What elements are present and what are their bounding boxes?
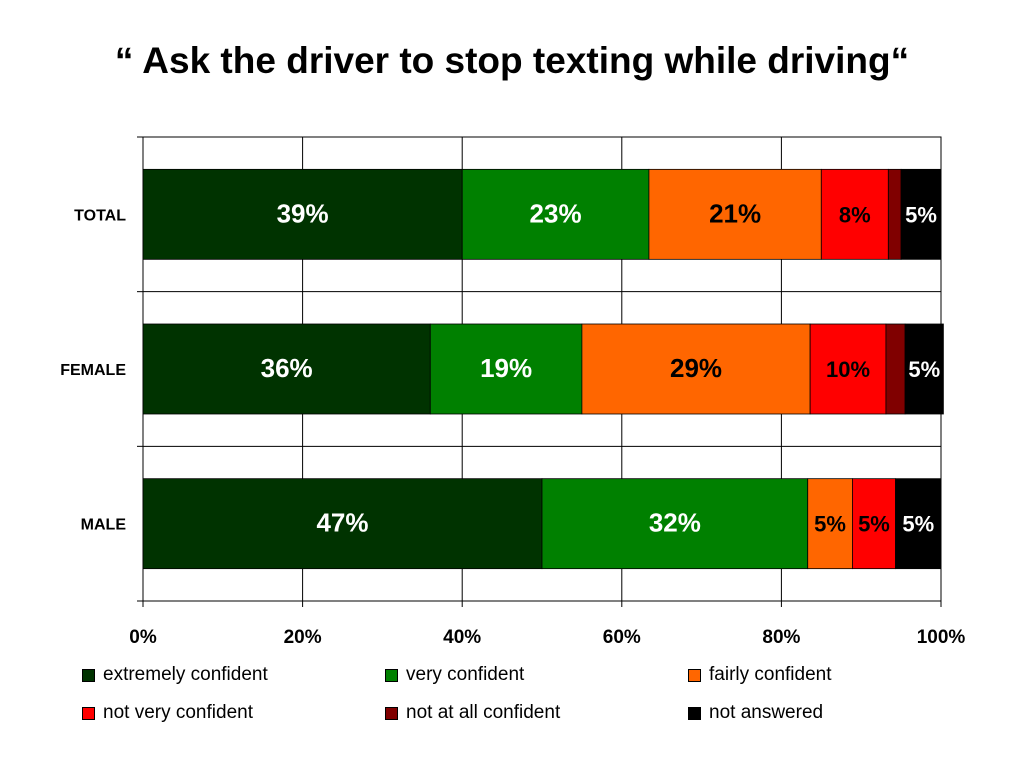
category-label: FEMALE [60,362,126,379]
bar-segment [904,323,944,415]
bar-segment [852,478,896,570]
bar-segment [887,168,902,260]
bar-segment [820,168,889,260]
legend-label: not answered [709,702,824,723]
bar-segment [885,323,906,415]
legend-swatch [688,668,701,682]
bar-value-label: 5% [908,357,940,382]
bar-value-label: 10% [826,357,870,382]
x-tick-label: 80% [762,627,800,648]
legend-swatch [82,706,95,720]
chart-title: “ Ask the driver to stop texting while d… [114,40,910,81]
x-tick-label: 40% [443,627,481,648]
legend-swatch [82,668,95,682]
x-tick-label: 20% [284,627,322,648]
x-tick-label: 0% [129,627,157,648]
legend-item: extremely confident [82,664,385,686]
legend-item: not very confident [82,702,385,724]
legend-label: very confident [406,664,525,685]
legend-label: fairly confident [709,664,832,685]
bar-value-label: 5% [905,202,937,227]
bar-value-label: 19% [480,353,532,383]
bar-segment [541,478,809,570]
stacked-bar-chart: 39% 23% 21% 8% 5% TOTAL 36% 19% 29% 10% 5% FEMALE 47… [60,136,966,648]
bar-value-label: 5% [814,512,846,537]
bar-value-label: 32% [649,508,701,538]
bar-segment [648,168,822,260]
bar-value-label: 5% [858,512,890,537]
bar-value-label: 36% [261,353,313,383]
bar-value-label: 47% [316,508,368,538]
bar-segment [581,323,811,415]
bar-segment [142,168,463,260]
legend-item: fairly confident [688,664,982,686]
chart-legend: extremely confident very confident fairly … [82,664,982,724]
category-label: TOTAL [74,207,126,224]
legend-label: not very confident [103,702,253,723]
legend-swatch [688,706,701,720]
bar-segment [429,323,583,415]
legend-swatch [385,668,398,682]
bar-segment [142,478,543,570]
bar-value-label: 5% [902,512,934,537]
legend-label: extremely confident [103,664,268,685]
x-tick-label: 60% [603,627,641,648]
legend-item: not answered [688,702,982,724]
legend-label: not at all confident [406,702,561,723]
bar-segment [900,168,942,260]
x-tick-label: 100% [917,627,966,648]
legend-swatch [385,706,398,720]
bar-value-label: 23% [530,198,582,228]
legend-item: very confident [385,664,688,686]
bar-segment [807,478,853,570]
bar-value-label: 39% [277,198,329,228]
bar-segment [895,478,942,570]
bar-segment [809,323,887,415]
bar-value-label: 21% [709,198,761,228]
legend-item: not at all confident [385,702,688,724]
bar-segment [461,168,650,260]
bar-value-label: 29% [670,353,722,383]
category-label: MALE [81,517,127,534]
bar-segment [142,323,431,415]
bar-value-label: 8% [839,202,871,227]
